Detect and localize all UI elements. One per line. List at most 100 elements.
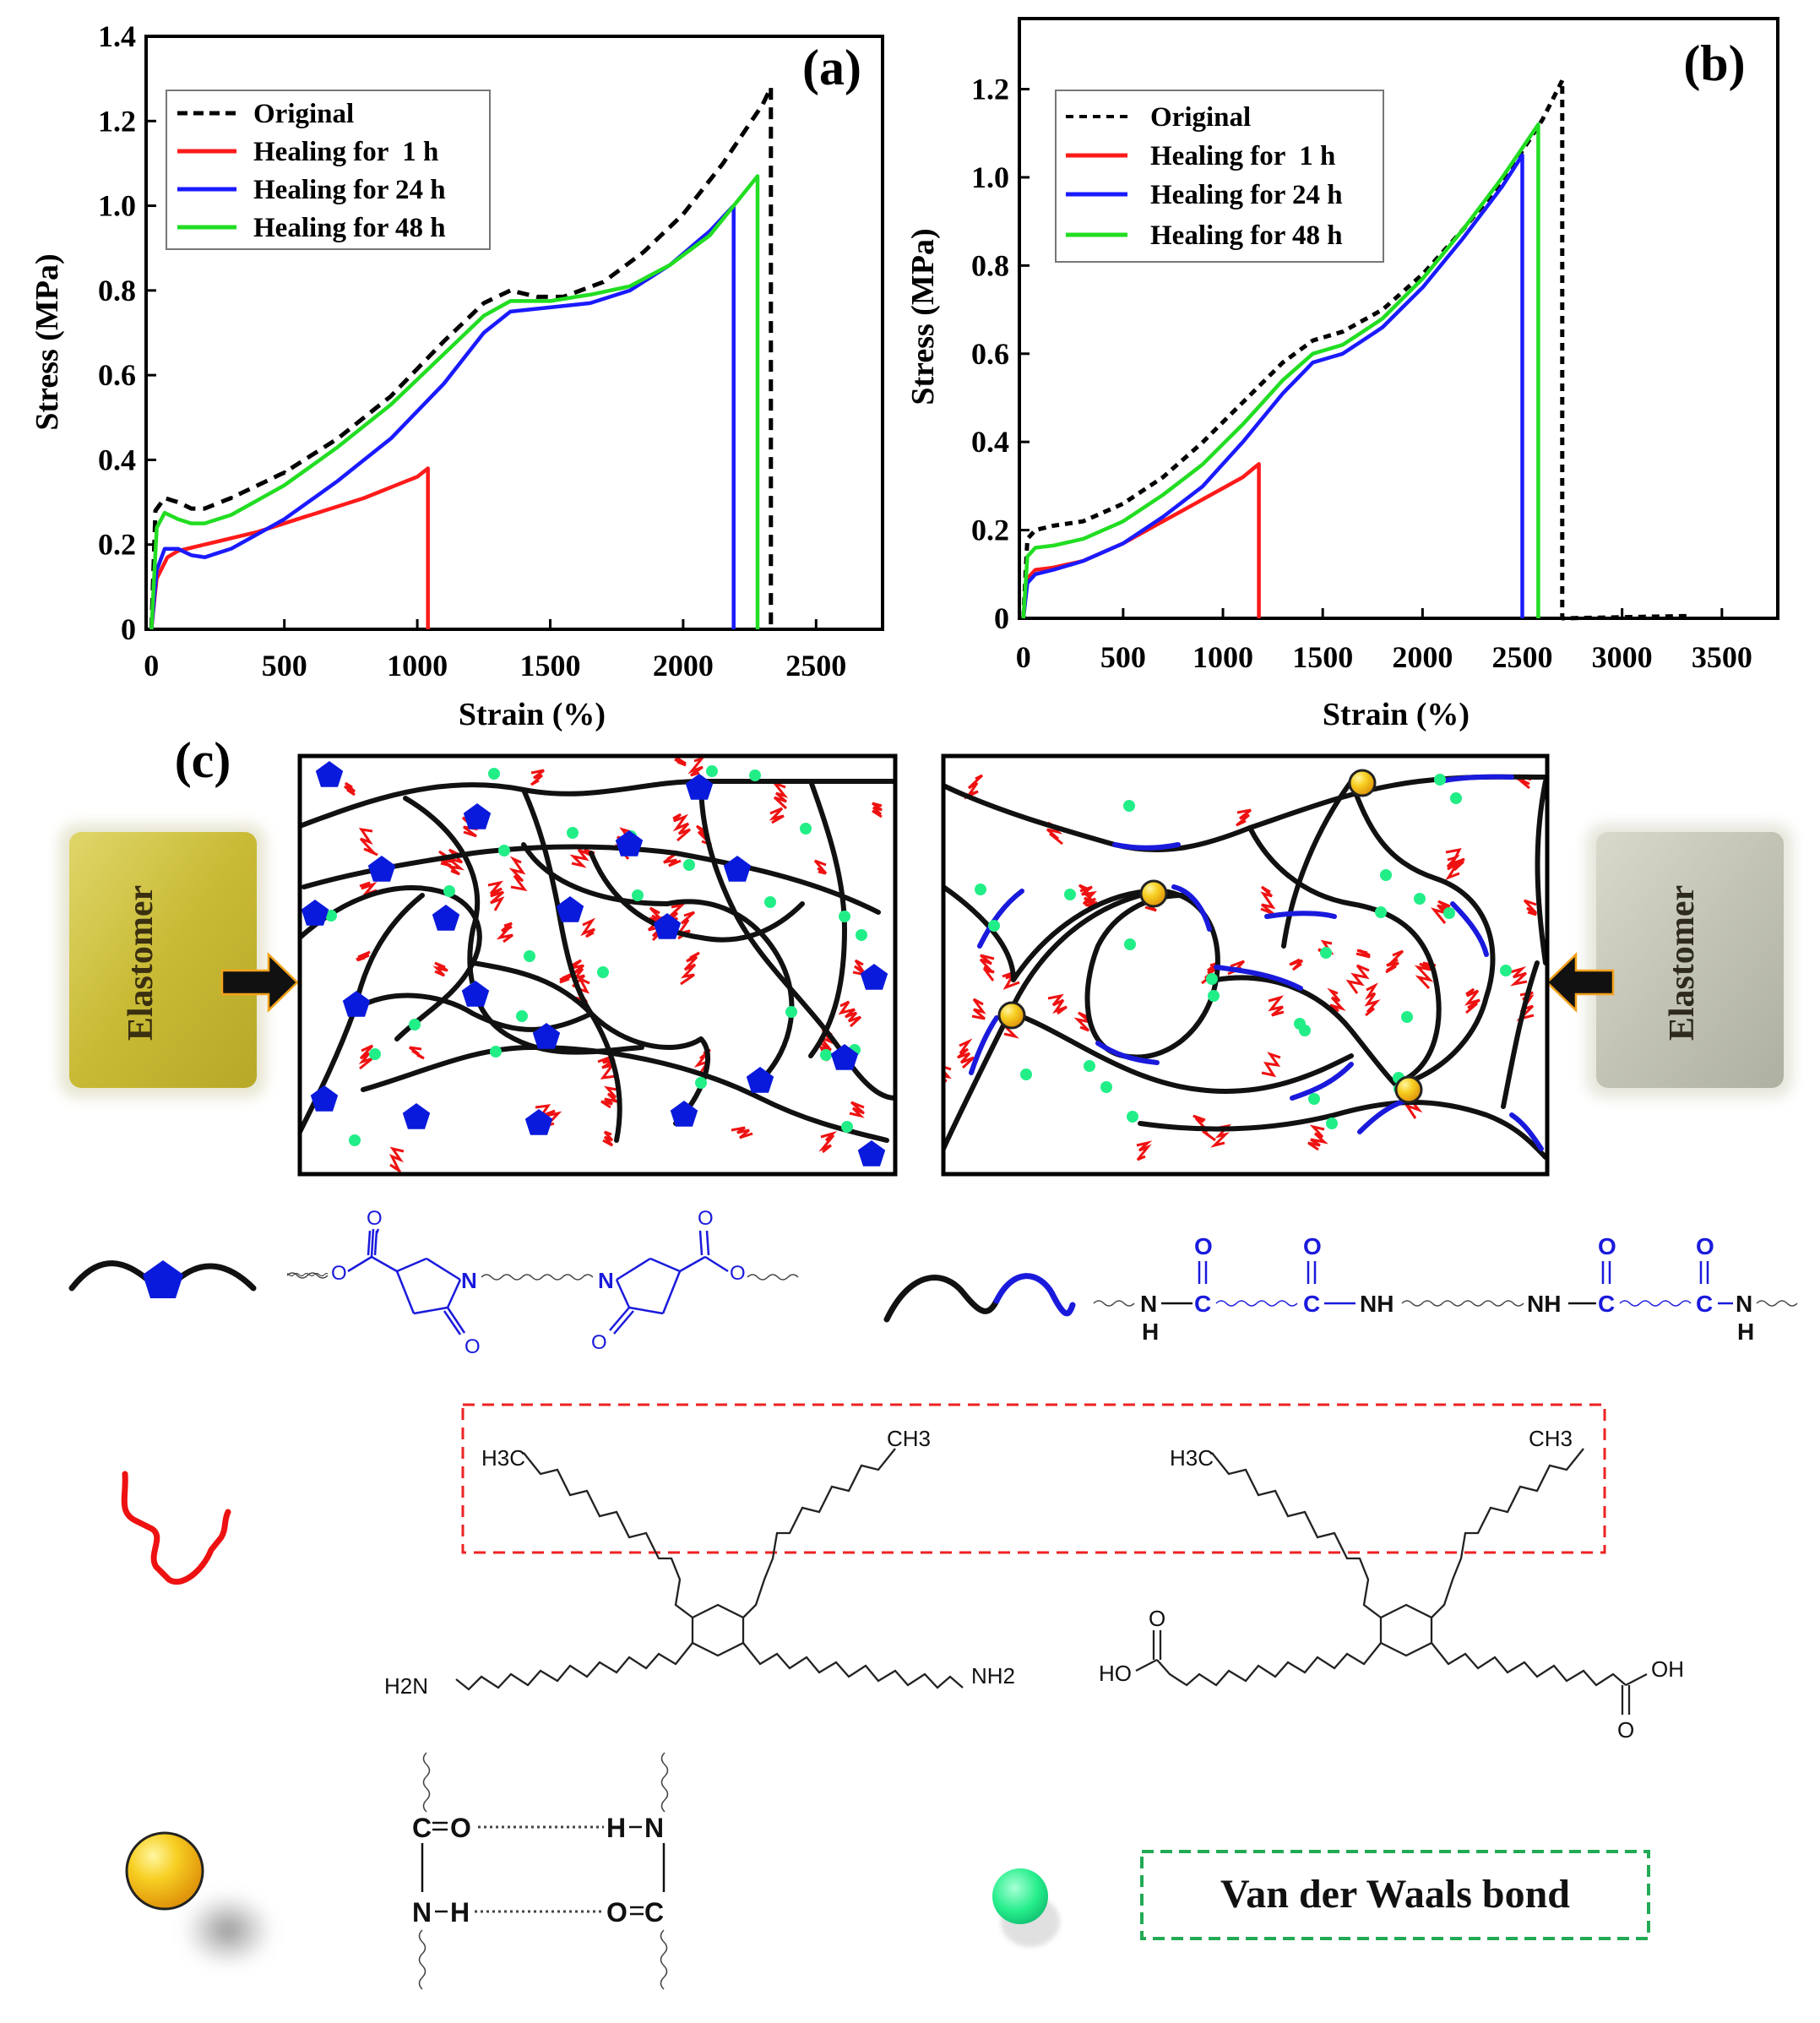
chart-a-xtick-label: 500 [262,649,307,682]
chart-a-ytick-label: 1.4 [98,19,136,53]
chart-b-legend: Original Healing for 1 h Healing for 24 … [1055,90,1384,263]
vdw-label: Van der Waals bond [1220,1872,1570,1917]
pyr-left-n: N [461,1268,477,1293]
chart-a-legend-24h: Healing for 24 h [253,175,446,205]
key-amide-structure: N H O C O C NH NH O C O C N H [1093,1233,1798,1345]
chart-a-ylabel: Stress (MPa) [30,253,65,430]
amide-o3: O [1598,1233,1616,1259]
chart-a: 0 500 1000 1500 2000 2500 0 0.2 0.4 0.6 0.8 1.0 1.2 1… [30,19,884,732]
chart-b-xtick-label: 3000 [1592,640,1653,674]
network-schematic-left [297,753,898,1177]
chart-a-xtick-label: 2000 [653,649,714,682]
chart-b-ytick-label: 0 [994,601,1009,635]
chart-a-legend-box [166,90,491,250]
left-arrow [220,952,299,1013]
hbond-sites [997,769,1423,1104]
chart-a-series-3 [149,174,760,630]
left-elastomer-sample: Elastomer [59,824,266,1098]
chart-b-ytick-label: 1.0 [971,160,1009,194]
network-schematic-right [941,753,1550,1177]
chart-b-legend-1h: Healing for 1 h [1150,141,1335,171]
chart-b-xtick-label: 500 [1100,640,1146,674]
amide-c2: C [1303,1291,1320,1317]
chart-b-ytick-label: 0.6 [971,337,1009,371]
key-amide-symbol [883,1273,1076,1323]
chart-b-xtick-label: 3500 [1692,640,1752,674]
amide-n1: N [1140,1291,1157,1317]
chart-a-ytick-label: 1.2 [98,104,136,138]
chart-b-legend-original: Original [1150,102,1251,133]
pyr-left-o1: O [367,1207,383,1230]
chart-a-panel-label: (a) [802,40,861,95]
chart-a-legend-original: Original [253,99,354,129]
acid-o-top: O [1149,1606,1165,1631]
chart-a-xtick-label: 1000 [387,649,448,682]
chart-a-legend-1h: Healing for 1 h [253,137,438,167]
chart-b-ytick-label: 0.4 [971,425,1009,459]
chart-a-legend-48h: Healing for 48 h [253,213,446,243]
hb-bl-n: N [412,1897,432,1928]
key-vdw-box: Van der Waals bond [1140,1850,1650,1940]
amine-h2n: H2N [384,1673,428,1699]
amide-o4: O [1696,1233,1714,1259]
acid-oh: OH [1651,1656,1684,1682]
chart-a-series-0 [149,84,774,630]
chart-a-ytick-label: 0 [121,612,136,646]
chart-b-panel-label: (b) [1683,35,1745,91]
amine-ch3-right: CH3 [887,1426,931,1451]
hb-tl-c: C [412,1813,432,1843]
chart-b-legend-24h: Healing for 24 h [1150,180,1343,210]
chart-b-series-2 [1021,153,1524,619]
key-pentagon-symbol [68,1260,257,1298]
chart-a-series-2 [149,204,736,630]
key-green-sphere [992,1868,1060,1947]
hb-tr-h: H [606,1813,626,1843]
chart-b-series-0 [1021,78,1690,621]
pyr-right-o2: O [730,1262,746,1285]
pyr-left-o3: O [465,1335,481,1358]
acid-ho: HO [1099,1661,1132,1686]
panel-c-label: (c) [175,732,231,788]
left-sample-label: Elastomer [122,885,160,1041]
chart-b-ytick-label: 0.8 [971,248,1009,282]
chart-b-series-1 [1021,462,1261,619]
amine-ch3-left: H3C [481,1445,525,1471]
amide-o1: O [1194,1233,1213,1259]
pyr-right-n: N [598,1268,614,1293]
chart-a-xtick-label: 1500 [519,649,580,682]
chart-b-xtick-label: 1000 [1193,640,1253,674]
amide-nh3: NH [1527,1291,1561,1317]
right-sample-label: Elastomer [1663,885,1702,1041]
key-alkyl-highlight-box [461,1403,1606,1554]
pyr-right-o3: O [591,1331,607,1354]
amide-c1: C [1194,1291,1211,1317]
chart-a-ytick-label: 1.0 [98,189,136,223]
right-elastomer-sample: Elastomer [1586,824,1793,1098]
chart-a-xtick-label: 2500 [785,649,846,682]
chart-b: 0 500 1000 1500 2000 2500 3000 3500 0 0.2 0.4 0.6 0.… [905,17,1779,732]
chart-b-xtick-label: 0 [1016,640,1031,674]
chart-b-legend-48h: Healing for 48 h [1150,220,1343,251]
chart-a-frame [144,35,884,631]
hb-bl-h: H [450,1897,470,1928]
amide-o2: O [1303,1233,1322,1259]
amide-h4: H [1737,1319,1754,1345]
amide-h1: H [1142,1319,1159,1345]
chart-a-xtick-label: 0 [144,649,159,682]
chart-b-xtick-label: 2500 [1492,640,1553,674]
key-yellow-sphere [125,1831,274,1968]
hb-br-o: O [606,1897,627,1928]
acid-o-bottom: O [1617,1717,1634,1743]
chart-a-legend: Original Healing for 1 h Healing for 24 … [166,90,491,250]
hb-tr-n: N [644,1813,664,1843]
amine-nh2: NH2 [971,1663,1015,1689]
pyr-left-o2: O [331,1262,347,1285]
amide-c3: C [1598,1291,1615,1317]
chart-b-ticks: 0 500 1000 1500 2000 2500 3000 3500 0 0.2 0.4 0.6 0.… [971,73,1752,674]
chart-b-xtick-label: 1500 [1292,640,1353,674]
amide-n4: N [1736,1291,1752,1317]
acid-ch3-left: H3C [1170,1445,1214,1471]
acid-ch3-right: CH3 [1529,1426,1573,1451]
key-hbond-structure: C O H N N H O C [412,1752,669,1990]
